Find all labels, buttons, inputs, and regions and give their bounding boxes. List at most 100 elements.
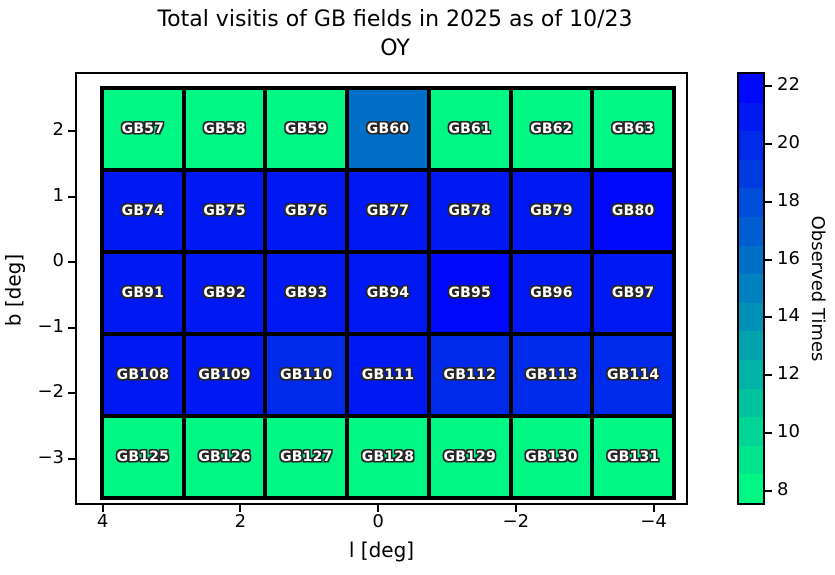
field-cell-gb108: GB108 <box>104 336 182 414</box>
colorbar-tick-label: 12 <box>777 363 800 385</box>
field-cell-label: GB109 <box>198 367 251 383</box>
colorbar-label: Observed Times <box>807 215 828 362</box>
x-tick-label: 4 <box>96 511 109 532</box>
field-cell-label: GB59 <box>285 121 328 137</box>
y-tick-label: −1 <box>37 315 64 337</box>
y-tick-mark <box>68 261 75 264</box>
field-cell-label: GB62 <box>530 121 573 137</box>
colorbar-tick-label: 20 <box>777 132 800 154</box>
field-cell-gb126: GB126 <box>185 418 264 496</box>
chart-title-line1: Total visitis of GB fields in 2025 as of… <box>157 7 633 32</box>
field-cell-gb74: GB74 <box>104 172 182 250</box>
y-tick-label: 0 <box>52 250 64 272</box>
field-cell-label: GB58 <box>203 121 246 137</box>
colorbar-band <box>739 445 763 475</box>
colorbar-tick-mark <box>765 489 772 492</box>
colorbar-tick-mark <box>765 258 772 261</box>
field-cell-label: GB93 <box>285 285 328 301</box>
field-cell-label: GB108 <box>116 367 170 383</box>
y-tick-mark <box>68 195 75 198</box>
colorbar-band <box>739 274 763 303</box>
colorbar-tick-label: 10 <box>777 420 800 442</box>
field-cell-gb58: GB58 <box>185 90 264 168</box>
colorbar-tick-mark <box>765 85 772 88</box>
field-cell-label: GB57 <box>121 121 165 137</box>
colorbar-tick-mark <box>765 316 772 319</box>
chart-title-line2: OY <box>380 36 410 61</box>
field-cell-gb109: GB109 <box>185 336 264 414</box>
field-cell-gb113: GB113 <box>512 336 591 414</box>
field-cell-gb92: GB92 <box>185 254 264 332</box>
field-cell-label: GB78 <box>448 203 491 219</box>
y-tick-mark <box>68 392 75 395</box>
colorbar-band <box>739 331 763 360</box>
colorbar-band <box>739 74 763 103</box>
colorbar-band <box>739 216 763 246</box>
field-cell-gb94: GB94 <box>349 254 427 332</box>
colorbar-band <box>739 388 763 418</box>
field-cell-gb93: GB93 <box>267 254 346 332</box>
field-cell-gb75: GB75 <box>185 172 264 250</box>
field-cell-label: GB77 <box>366 203 410 219</box>
y-tick-mark <box>68 326 75 329</box>
x-axis-label: l [deg] <box>348 538 415 562</box>
colorbar-tick-label: 14 <box>777 305 800 327</box>
field-cell-gb63: GB63 <box>594 90 672 168</box>
field-cell-gb78: GB78 <box>430 172 509 250</box>
x-tick-label: −2 <box>502 511 530 532</box>
colorbar-band <box>739 188 763 217</box>
field-cell-label: GB114 <box>606 367 660 383</box>
field-cell-gb80: GB80 <box>594 172 672 250</box>
field-cell-gb110: GB110 <box>267 336 346 414</box>
x-tick-mark <box>239 505 242 512</box>
field-cell-label: GB111 <box>361 367 415 383</box>
colorbar-tick-label: 16 <box>777 247 800 269</box>
field-cell-label: GB76 <box>285 203 328 219</box>
field-cell-label: GB126 <box>198 449 251 465</box>
y-tick-mark <box>68 458 75 461</box>
colorbar-tick-mark <box>765 431 772 434</box>
field-cell-label: GB95 <box>448 285 491 301</box>
field-cell-gb127: GB127 <box>267 418 346 496</box>
colorbar-band <box>739 302 763 332</box>
field-cell-label: GB129 <box>443 449 496 465</box>
field-cell-label: GB79 <box>530 203 573 219</box>
y-tick-label: −2 <box>37 381 64 403</box>
x-tick-label: −4 <box>640 511 667 532</box>
field-cell-gb60: GB60 <box>349 90 427 168</box>
field-cell-label: GB91 <box>121 285 165 301</box>
field-cell-gb79: GB79 <box>512 172 591 250</box>
field-cell-label: GB130 <box>525 449 578 465</box>
field-cell-gb57: GB57 <box>104 90 182 168</box>
field-cell-label: GB128 <box>361 449 415 465</box>
field-cell-gb97: GB97 <box>594 254 672 332</box>
field-cell-label: GB75 <box>203 203 246 219</box>
colorbar-band <box>739 359 763 389</box>
field-cell-gb59: GB59 <box>267 90 346 168</box>
field-cell-gb131: GB131 <box>594 418 672 496</box>
colorbar-band <box>739 417 763 446</box>
field-cell-label: GB63 <box>611 121 655 137</box>
field-cell-gb96: GB96 <box>512 254 591 332</box>
field-cell-label: GB127 <box>280 449 333 465</box>
x-tick-label: 0 <box>372 511 384 532</box>
field-cell-gb111: GB111 <box>349 336 427 414</box>
field-cell-label: GB92 <box>203 285 246 301</box>
field-cell-label: GB60 <box>366 121 410 137</box>
field-cell-label: GB125 <box>116 449 170 465</box>
field-cell-label: GB110 <box>280 367 333 383</box>
field-cell-label: GB112 <box>443 367 496 383</box>
field-cell-label: GB74 <box>121 203 165 219</box>
field-cell-gb95: GB95 <box>430 254 509 332</box>
x-tick-mark <box>377 505 380 512</box>
colorbar <box>737 72 765 505</box>
field-cell-label: GB131 <box>606 449 660 465</box>
y-tick-label: 1 <box>52 184 64 206</box>
field-cell-gb62: GB62 <box>512 90 591 168</box>
colorbar-tick-label: 18 <box>777 189 800 211</box>
field-cell-gb130: GB130 <box>512 418 591 496</box>
field-cell-gb114: GB114 <box>594 336 672 414</box>
field-cell-gb77: GB77 <box>349 172 427 250</box>
x-tick-mark <box>652 505 655 512</box>
field-cell-gb128: GB128 <box>349 418 427 496</box>
